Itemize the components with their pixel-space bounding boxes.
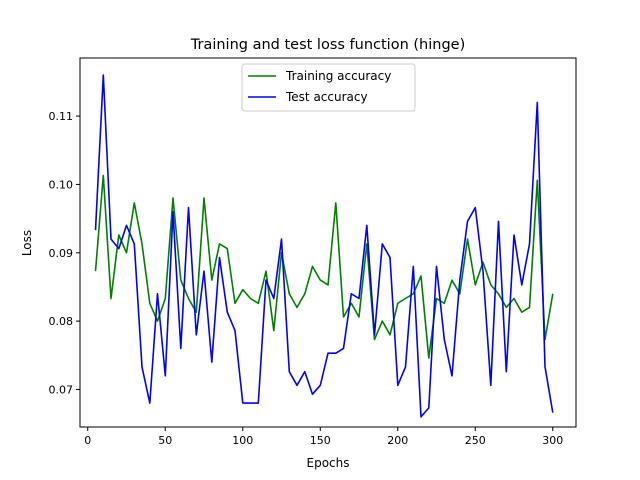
y-tick-label: 0.09 (49, 247, 74, 260)
x-tick-label: 250 (465, 434, 486, 447)
x-axis: 0 50 100 150 200 250 300 (84, 427, 563, 447)
x-tick-label: 100 (232, 434, 253, 447)
y-tick-label: 0.08 (49, 315, 74, 328)
x-tick-label: 0 (84, 434, 91, 447)
y-tick-label: 0.11 (49, 110, 74, 123)
x-tick-label: 50 (158, 434, 172, 447)
series-line-0 (94, 174, 554, 359)
plot-frame (79, 57, 577, 428)
y-tick-label: 0.10 (49, 178, 74, 191)
y-axis-label: Loss (20, 230, 34, 256)
x-tick-label: 300 (542, 434, 563, 447)
x-tick-label: 150 (310, 434, 331, 447)
y-axis: 0.07 0.08 0.09 0.10 0.11 (49, 110, 80, 396)
legend: Training accuracy Test accuracy (241, 63, 416, 112)
legend-box (241, 63, 416, 112)
legend-label-0: Training accuracy (285, 69, 391, 83)
legend-label-1: Test accuracy (285, 90, 368, 104)
x-axis-label: Epochs (307, 456, 350, 470)
chart-title: Training and test loss function (hinge) (190, 37, 465, 53)
series-layer (94, 74, 554, 418)
series-line-1 (94, 74, 554, 418)
y-tick-label: 0.07 (49, 383, 74, 396)
x-tick-label: 200 (387, 434, 408, 447)
